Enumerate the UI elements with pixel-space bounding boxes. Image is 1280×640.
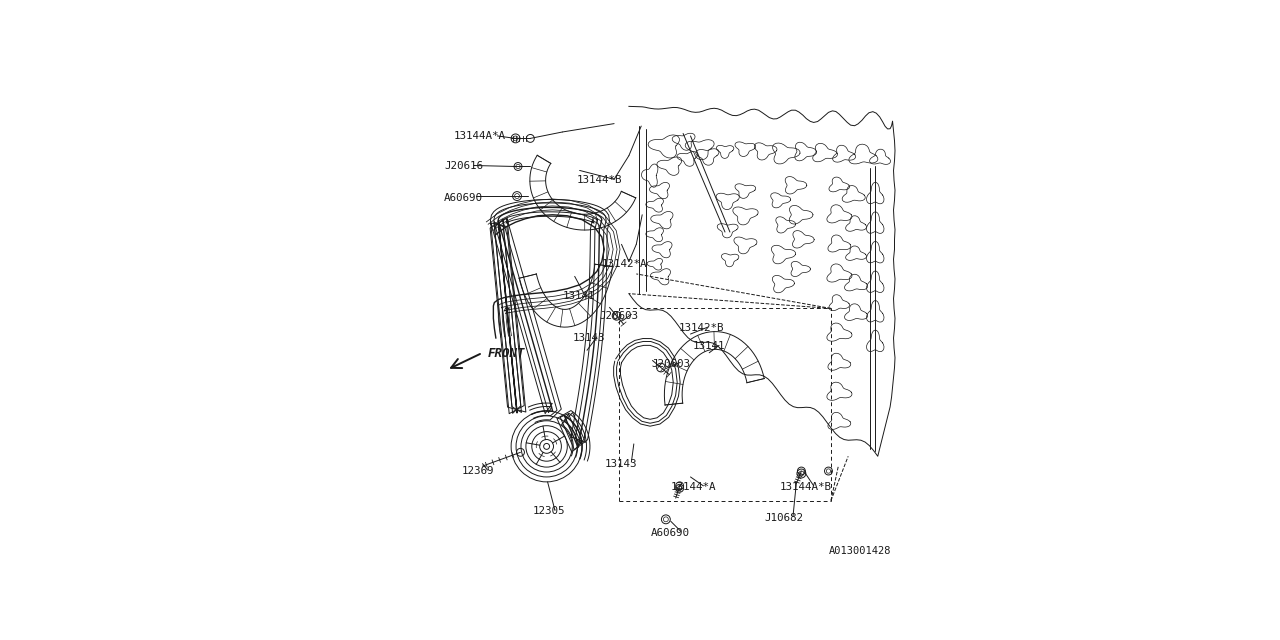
Text: A013001428: A013001428 bbox=[829, 546, 892, 556]
Text: 13144*A: 13144*A bbox=[671, 482, 717, 492]
Text: FRONT: FRONT bbox=[488, 348, 525, 360]
Text: 13143: 13143 bbox=[572, 333, 604, 343]
Text: 13143: 13143 bbox=[604, 459, 636, 468]
Text: J20616: J20616 bbox=[444, 161, 483, 170]
Text: J10682: J10682 bbox=[764, 513, 804, 523]
Text: 12305: 12305 bbox=[532, 506, 566, 516]
Text: 13144A*A: 13144A*A bbox=[454, 131, 506, 141]
Text: 13144*B: 13144*B bbox=[577, 175, 622, 186]
Text: 13142*A: 13142*A bbox=[602, 259, 648, 269]
Text: A60690: A60690 bbox=[652, 527, 690, 538]
Text: 13141: 13141 bbox=[692, 341, 726, 351]
Text: 13142*B: 13142*B bbox=[678, 323, 723, 333]
Text: 13141: 13141 bbox=[562, 291, 595, 301]
Text: 12369: 12369 bbox=[461, 466, 494, 476]
Text: 13144A*B: 13144A*B bbox=[780, 482, 831, 492]
Text: J20603: J20603 bbox=[599, 311, 639, 321]
Text: J20603: J20603 bbox=[652, 358, 690, 369]
Text: A60690: A60690 bbox=[444, 193, 483, 202]
